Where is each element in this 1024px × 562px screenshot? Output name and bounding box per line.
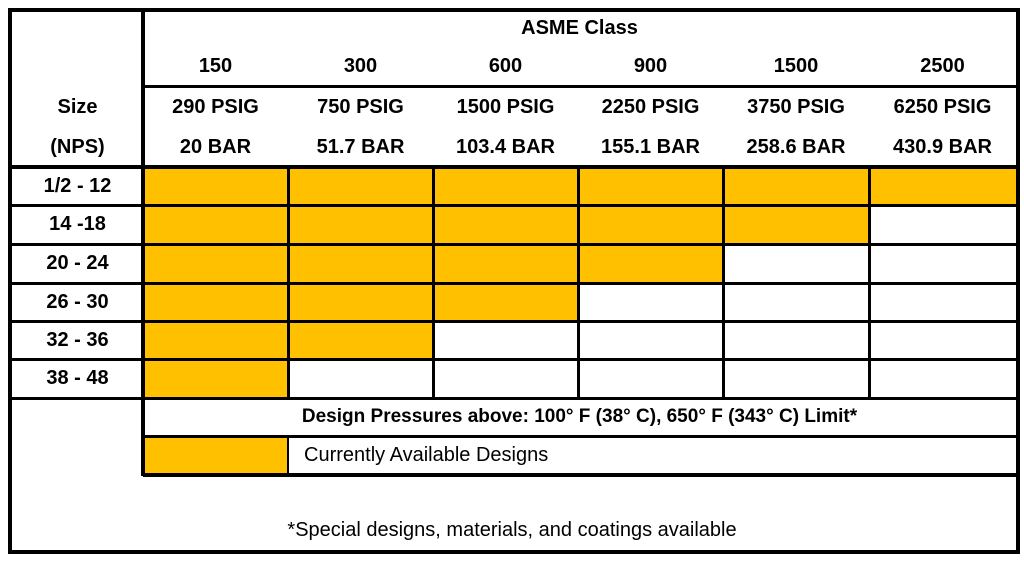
legend-swatch-available bbox=[145, 438, 287, 473]
psig-rating-900: 2250 PSIG bbox=[601, 95, 700, 118]
availability-cell-unavailable bbox=[433, 321, 578, 359]
availability-cell-available bbox=[288, 321, 433, 359]
design-pressure-note: Design Pressures above: 100° F (38° C), … bbox=[301, 406, 858, 427]
row-divider bbox=[12, 397, 1016, 400]
availability-cell-available bbox=[288, 283, 433, 321]
availability-cell-unavailable bbox=[869, 244, 1016, 283]
availability-cell-available bbox=[143, 283, 288, 321]
size-label: 26 - 30 bbox=[46, 290, 109, 313]
availability-cell-unavailable bbox=[578, 359, 723, 398]
availability-cell-unavailable bbox=[578, 321, 723, 359]
size-label: 1/2 - 12 bbox=[43, 174, 112, 197]
availability-cell-unavailable bbox=[723, 283, 869, 321]
asme-class-header: ASME Class bbox=[521, 16, 638, 39]
legend-label-available: Currently Available Designs bbox=[304, 443, 549, 466]
availability-cell-available bbox=[143, 205, 288, 244]
class-number-1500: 1500 bbox=[773, 55, 819, 77]
note-divider bbox=[143, 435, 1016, 438]
bar-rating-300: 51.7 BAR bbox=[316, 135, 405, 158]
availability-cell-unavailable bbox=[578, 283, 723, 321]
availability-cell-available bbox=[143, 167, 288, 205]
size-label: 32 - 36 bbox=[46, 328, 109, 351]
class-number-300: 300 bbox=[343, 55, 378, 77]
row-divider bbox=[12, 320, 1016, 323]
column-divider bbox=[287, 167, 290, 398]
row-divider bbox=[12, 243, 1016, 246]
size-header-label: Size bbox=[57, 95, 98, 118]
availability-cell-available bbox=[578, 244, 723, 283]
availability-cell-available bbox=[723, 167, 869, 205]
availability-cell-unavailable bbox=[433, 359, 578, 398]
availability-cell-unavailable bbox=[869, 283, 1016, 321]
psig-rating-1500: 3750 PSIG bbox=[747, 95, 845, 118]
class-number-600: 600 bbox=[488, 55, 523, 77]
availability-cell-available bbox=[288, 205, 433, 244]
class-number-2500: 2500 bbox=[920, 55, 965, 77]
availability-cell-available bbox=[433, 205, 578, 244]
availability-cell-unavailable bbox=[869, 359, 1016, 398]
bar-rating-900: 155.1 BAR bbox=[601, 135, 700, 158]
availability-cell-unavailable bbox=[869, 205, 1016, 244]
availability-cell-available bbox=[869, 167, 1016, 205]
availability-cell-available bbox=[143, 244, 288, 283]
footnote: *Special designs, materials, and coating… bbox=[287, 518, 737, 541]
availability-cell-unavailable bbox=[723, 244, 869, 283]
psig-rating-150: 290 PSIG bbox=[172, 95, 259, 118]
psig-rating-600: 1500 PSIG bbox=[456, 95, 555, 118]
class-number-150: 150 bbox=[198, 55, 233, 77]
availability-cell-available bbox=[288, 167, 433, 205]
column-divider bbox=[432, 167, 435, 398]
bar-rating-1500: 258.6 BAR bbox=[746, 135, 846, 158]
availability-cell-unavailable bbox=[723, 359, 869, 398]
size-label: 14 -18 bbox=[49, 213, 106, 235]
bar-rating-600: 103.4 BAR bbox=[456, 135, 555, 158]
availability-cell-unavailable bbox=[288, 359, 433, 398]
availability-cell-available bbox=[288, 244, 433, 283]
availability-cell-available bbox=[433, 167, 578, 205]
column-divider bbox=[577, 167, 580, 398]
psig-rating-300: 750 PSIG bbox=[317, 95, 404, 118]
column-divider bbox=[868, 167, 871, 398]
header-bottom-divider bbox=[12, 165, 1016, 169]
availability-cell-unavailable bbox=[723, 321, 869, 359]
size-label: 38 - 48 bbox=[46, 367, 109, 389]
column-divider bbox=[722, 167, 725, 398]
availability-cell-available bbox=[433, 283, 578, 321]
row-divider bbox=[12, 282, 1016, 285]
legend-bottom-divider bbox=[143, 473, 1016, 477]
availability-cell-available bbox=[433, 244, 578, 283]
availability-cell-available bbox=[578, 167, 723, 205]
availability-cell-available bbox=[578, 205, 723, 244]
size-label: 20 - 24 bbox=[46, 252, 109, 274]
row-divider bbox=[12, 358, 1016, 361]
availability-cell-available bbox=[143, 359, 288, 398]
bar-rating-2500: 430.9 BAR bbox=[893, 135, 992, 158]
psig-rating-2500: 6250 PSIG bbox=[893, 95, 992, 118]
availability-cell-unavailable bbox=[869, 321, 1016, 359]
nps-header-label: (NPS) bbox=[50, 135, 105, 158]
row-divider bbox=[12, 204, 1016, 207]
legend-swatch-divider bbox=[287, 436, 289, 474]
availability-cell-available bbox=[143, 321, 288, 359]
class-number-900: 900 bbox=[633, 55, 668, 77]
class-row-divider bbox=[143, 85, 1016, 88]
bar-rating-150: 20 BAR bbox=[179, 135, 252, 158]
availability-cell-available bbox=[723, 205, 869, 244]
